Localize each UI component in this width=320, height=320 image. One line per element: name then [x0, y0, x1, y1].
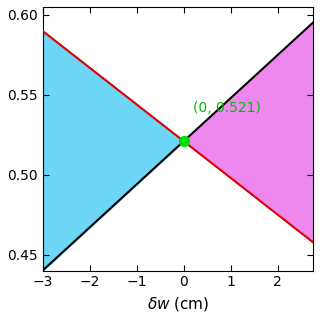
Text: (0, 0.521): (0, 0.521) — [193, 101, 261, 116]
X-axis label: $\delta w$ (cm): $\delta w$ (cm) — [147, 295, 209, 313]
Point — [181, 139, 186, 144]
